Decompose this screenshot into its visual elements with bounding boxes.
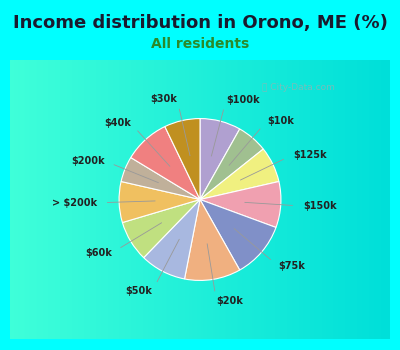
Wedge shape [144, 199, 200, 279]
Wedge shape [165, 119, 200, 200]
Text: $20k: $20k [216, 296, 243, 306]
Wedge shape [200, 149, 279, 199]
Text: $10k: $10k [267, 116, 294, 126]
Text: Income distribution in Orono, ME (%): Income distribution in Orono, ME (%) [12, 14, 388, 32]
Wedge shape [200, 199, 276, 270]
Text: $40k: $40k [104, 118, 131, 128]
Text: $100k: $100k [226, 95, 260, 105]
Text: $150k: $150k [303, 201, 336, 211]
Text: $125k: $125k [293, 150, 326, 160]
Text: $50k: $50k [126, 286, 152, 296]
Wedge shape [200, 182, 281, 228]
Text: All residents: All residents [151, 37, 249, 51]
Wedge shape [184, 199, 240, 280]
Text: $200k: $200k [71, 156, 104, 166]
Wedge shape [119, 182, 200, 223]
Wedge shape [122, 199, 200, 258]
Text: $30k: $30k [150, 94, 177, 104]
Text: > $200k: > $200k [52, 198, 97, 208]
Text: $75k: $75k [278, 261, 306, 271]
Wedge shape [131, 127, 200, 200]
Text: $60k: $60k [85, 248, 112, 258]
Wedge shape [121, 158, 200, 199]
Wedge shape [200, 119, 240, 200]
Text: ⓘ City-Data.com: ⓘ City-Data.com [262, 83, 335, 92]
Wedge shape [200, 129, 263, 200]
